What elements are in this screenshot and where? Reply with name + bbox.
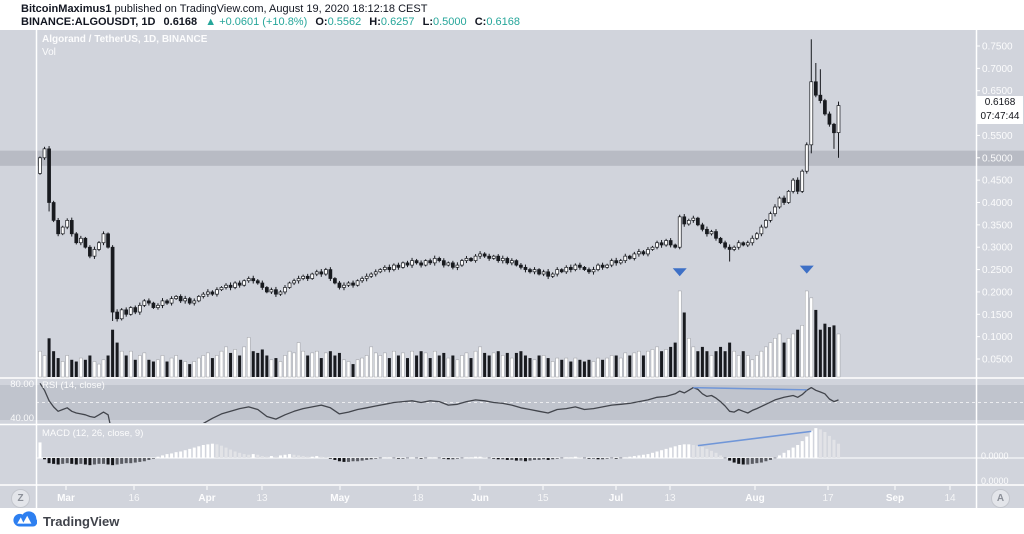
timescale-a-button[interactable]: A <box>991 489 1010 508</box>
volume-bars <box>38 290 841 378</box>
price-axis-label: 0.1000 <box>982 332 1013 343</box>
rsi-level-80-label: 80.00 <box>10 379 34 390</box>
triangle-down-marker[interactable] <box>672 268 687 277</box>
last-price-tag: 0.6168 <box>977 96 1023 110</box>
price-axis-label: 0.4000 <box>982 198 1013 209</box>
time-axis-label: Mar <box>57 493 75 504</box>
last-price: 0.6168 <box>163 16 198 28</box>
time-axis-label: Jul <box>609 493 624 504</box>
chart-legend-title[interactable]: Algorand / TetherUS, 1D, BINANCE <box>42 34 208 45</box>
high-label: H: <box>369 16 381 28</box>
price-axis-label: 0.1500 <box>982 310 1013 321</box>
price-axis-label: 0.5500 <box>982 131 1013 142</box>
macd-axis-low-label: 0.0000 <box>981 476 1009 486</box>
macd-pane-label[interactable]: MACD (12, 26, close, 9) <box>42 428 144 439</box>
symbol-line: BINANCE:ALGOUSDT, 1D 0.6168 ▲ +0.0601 (+… <box>21 16 520 28</box>
price-axis-label: 0.2500 <box>982 265 1013 276</box>
high-value: 0.6257 <box>380 16 415 28</box>
time-axis-label: May <box>330 493 350 504</box>
time-axis-label: Apr <box>198 493 215 504</box>
symbol-text: BINANCE:ALGOUSDT, 1D <box>21 16 156 28</box>
macd-histogram <box>38 428 841 466</box>
rsi-line <box>39 382 839 423</box>
time-axis-label: 16 <box>128 493 140 504</box>
time-axis-label: 13 <box>664 493 676 504</box>
rsi-trendline[interactable] <box>693 386 807 391</box>
published-line: BitcoinMaximus1 published on TradingView… <box>21 3 427 15</box>
publish-header: BitcoinMaximus1 published on TradingView… <box>0 0 1024 30</box>
change-arrow-icon: ▲ <box>205 16 217 28</box>
close-label: C: <box>474 16 487 28</box>
time-axis[interactable]: Mar 16 Apr 13 May 18 Jun 15 Jul 13 Aug 17 Sep 14 <box>57 486 956 504</box>
tradingview-footer: TradingView <box>0 508 1024 534</box>
price-axis-label: 0.6500 <box>982 86 1013 97</box>
price-axis-label: 0.7000 <box>982 64 1013 75</box>
time-axis-label: Jun <box>471 493 489 504</box>
chart-area[interactable]: 0.7500 0.7000 0.6500 0.5500 0.5000 0.4500 0.40… <box>0 30 1024 508</box>
close-value: 0.6168 <box>486 16 520 28</box>
time-axis-label: 15 <box>537 493 549 504</box>
time-axis-label: 17 <box>822 493 834 504</box>
time-axis-label: 14 <box>944 493 956 504</box>
price-axis[interactable]: 0.7500 0.7000 0.6500 0.5500 0.5000 0.4500 0.40… <box>976 42 1013 366</box>
change-text: +0.0601 (+10.8%) <box>219 16 308 28</box>
brand-text[interactable]: TradingView <box>43 513 120 529</box>
price-axis-label: 0.5000 <box>982 153 1013 164</box>
low-value: 0.5000 <box>433 16 467 28</box>
time-axis-label: Aug <box>745 493 764 504</box>
open-label: O: <box>315 16 328 28</box>
candlestick-series <box>38 39 841 322</box>
price-axis-label: 0.3000 <box>982 243 1013 254</box>
tradingview-logo-icon[interactable] <box>13 510 38 532</box>
macd-trendline[interactable] <box>697 430 812 447</box>
bar-countdown: 07:47:44 <box>977 110 1023 124</box>
resistance-band[interactable] <box>0 150 1024 166</box>
published-info: published on TradingView.com, August 19,… <box>111 3 428 15</box>
time-axis-label: Sep <box>886 493 904 504</box>
price-axis-label: 0.7500 <box>982 42 1013 53</box>
price-axis-label: 0.2000 <box>982 287 1013 298</box>
open-value: 0.5562 <box>327 16 362 28</box>
rsi-level-40-label: 40.00 <box>10 413 34 424</box>
price-axis-label: 0.0500 <box>982 355 1013 366</box>
timescale-z-button[interactable]: Z <box>11 489 30 508</box>
time-axis-label: 13 <box>256 493 268 504</box>
macd-axis-zero-label: 0.0000 <box>981 451 1009 461</box>
volume-legend[interactable]: Vol <box>42 47 56 58</box>
low-label: L: <box>422 16 433 28</box>
price-axis-label: 0.3500 <box>982 220 1013 231</box>
price-axis-label: 0.4500 <box>982 176 1013 187</box>
triangle-down-marker[interactable] <box>799 265 814 274</box>
time-axis-label: 18 <box>412 493 424 504</box>
price-chart-canvas[interactable]: 0.7500 0.7000 0.6500 0.5500 0.5000 0.4500 0.40… <box>0 30 1024 508</box>
author-name: BitcoinMaximus1 <box>21 3 112 15</box>
rsi-pane-label[interactable]: RSI (14, close) <box>42 380 105 391</box>
